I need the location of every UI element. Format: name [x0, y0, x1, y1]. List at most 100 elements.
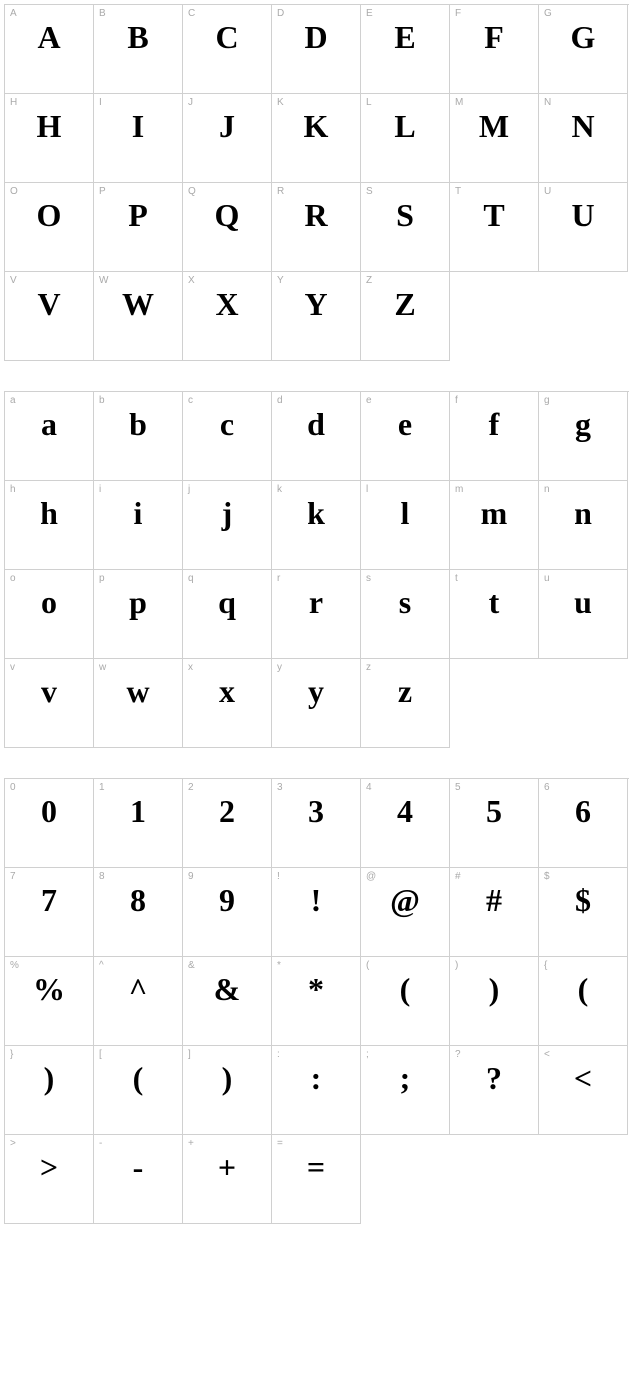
glyph-cell: @@ — [361, 868, 450, 957]
glyph-character: 1 — [94, 791, 182, 831]
glyph-character: u — [539, 582, 627, 622]
glyph-cell: && — [183, 957, 272, 1046]
glyph-cell: {( — [539, 957, 628, 1046]
glyph-character: & — [183, 969, 271, 1009]
glyph-character: 0 — [5, 791, 93, 831]
glyph-character: : — [272, 1058, 360, 1098]
glyph-character: ^ — [94, 969, 182, 1009]
glyph-cell: YY — [272, 272, 361, 361]
glyph-row: 778899!!@@##$$ — [4, 868, 629, 957]
glyph-cell: ii — [94, 481, 183, 570]
glyph-row: 00112233445566 — [4, 778, 629, 868]
glyph-character: = — [272, 1147, 360, 1187]
glyph-cell: II — [94, 94, 183, 183]
glyph-character: c — [183, 404, 271, 444]
glyph-cell: VV — [5, 272, 94, 361]
glyph-cell: DD — [272, 5, 361, 94]
glyph-character: # — [450, 880, 538, 920]
glyph-section-lowercase: aabbccddeeffgghhiijjkkllmmnnooppqqrrsstt… — [4, 391, 636, 748]
glyph-character: r — [272, 582, 360, 622]
glyph-character: q — [183, 582, 271, 622]
glyph-character: R — [272, 195, 360, 235]
glyph-character: 9 — [183, 880, 271, 920]
glyph-character: v — [5, 671, 93, 711]
glyph-character: O — [5, 195, 93, 235]
glyph-cell: GG — [539, 5, 628, 94]
glyph-cell: SS — [361, 183, 450, 272]
glyph-cell: pp — [94, 570, 183, 659]
glyph-cell: CC — [183, 5, 272, 94]
glyph-cell: 55 — [450, 779, 539, 868]
glyph-character: ! — [272, 880, 360, 920]
glyph-cell: 33 — [272, 779, 361, 868]
glyph-character: 3 — [272, 791, 360, 831]
glyph-cell: 77 — [5, 868, 94, 957]
glyph-cell: PP — [94, 183, 183, 272]
glyph-character: $ — [539, 880, 627, 920]
glyph-cell: zz — [361, 659, 450, 748]
glyph-row: AABBCCDDEEFFGG — [4, 4, 629, 94]
glyph-character: T — [450, 195, 538, 235]
glyph-character: g — [539, 404, 627, 444]
glyph-cell: ll — [361, 481, 450, 570]
glyph-row: hhiijjkkllmmnn — [4, 481, 629, 570]
glyph-character: e — [361, 404, 449, 444]
glyph-character: G — [539, 17, 627, 57]
glyph-cell: OO — [5, 183, 94, 272]
glyph-character: ? — [450, 1058, 538, 1098]
glyph-cell: aa — [5, 392, 94, 481]
glyph-character: 8 — [94, 880, 182, 920]
glyph-character: B — [94, 17, 182, 57]
glyph-cell: ^^ — [94, 957, 183, 1046]
glyph-character: + — [183, 1147, 271, 1187]
glyph-cell: NN — [539, 94, 628, 183]
glyph-cell: ff — [450, 392, 539, 481]
glyph-cell: 00 — [5, 779, 94, 868]
glyph-cell: mm — [450, 481, 539, 570]
glyph-character: x — [183, 671, 271, 711]
glyph-character: V — [5, 284, 93, 324]
glyph-cell: !! — [272, 868, 361, 957]
glyph-character: h — [5, 493, 93, 533]
glyph-character: j — [183, 493, 271, 533]
glyph-cell: hh — [5, 481, 94, 570]
glyph-cell: AA — [5, 5, 94, 94]
glyph-row: >>--++== — [4, 1135, 362, 1224]
glyph-cell: << — [539, 1046, 628, 1135]
glyph-row: VVWWXXYYZZ — [4, 272, 451, 361]
glyph-cell: ww — [94, 659, 183, 748]
glyph-cell: %% — [5, 957, 94, 1046]
glyph-cell: dd — [272, 392, 361, 481]
glyph-character: k — [272, 493, 360, 533]
glyph-cell: jj — [183, 481, 272, 570]
glyph-character: ) — [450, 969, 538, 1009]
glyph-cell: yy — [272, 659, 361, 748]
glyph-character: l — [361, 493, 449, 533]
glyph-cell: == — [272, 1135, 361, 1224]
glyph-cell: xx — [183, 659, 272, 748]
glyph-character: M — [450, 106, 538, 146]
glyph-cell: uu — [539, 570, 628, 659]
glyph-cell: rr — [272, 570, 361, 659]
glyph-character: S — [361, 195, 449, 235]
glyph-character: d — [272, 404, 360, 444]
glyph-cell: (( — [361, 957, 450, 1046]
glyph-cell: 44 — [361, 779, 450, 868]
glyph-row: })[(])::;;??<< — [4, 1046, 629, 1135]
glyph-character: D — [272, 17, 360, 57]
glyph-character: ) — [183, 1058, 271, 1098]
glyph-character: w — [94, 671, 182, 711]
glyph-row: %%^^&&**(()){( — [4, 957, 629, 1046]
glyph-character: C — [183, 17, 271, 57]
glyph-cell: cc — [183, 392, 272, 481]
glyph-character: I — [94, 106, 182, 146]
glyph-cell: XX — [183, 272, 272, 361]
glyph-cell: QQ — [183, 183, 272, 272]
glyph-cell: ** — [272, 957, 361, 1046]
glyph-character: ( — [94, 1058, 182, 1098]
glyph-character: > — [5, 1147, 93, 1187]
glyph-row: HHIIJJKKLLMMNN — [4, 94, 629, 183]
glyph-character: Y — [272, 284, 360, 324]
glyph-section-numbers-symbols: 00112233445566778899!!@@##$$%%^^&&**(())… — [4, 778, 636, 1224]
glyph-cell: TT — [450, 183, 539, 272]
